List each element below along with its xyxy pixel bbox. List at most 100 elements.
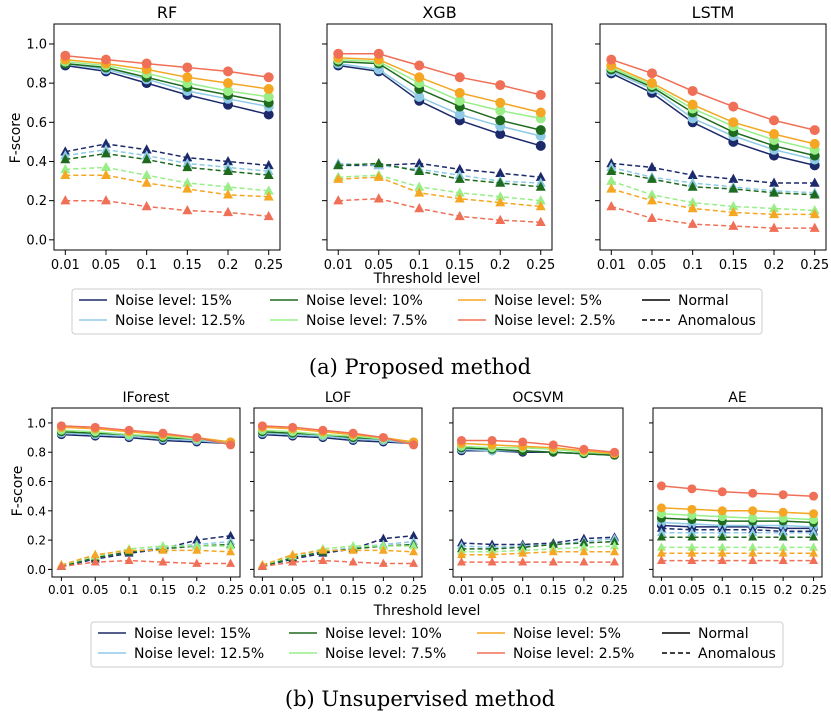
- series-line: [611, 70, 815, 161]
- data-point: [717, 532, 727, 541]
- data-point: [182, 177, 193, 187]
- data-point: [373, 171, 384, 181]
- legend-entry-noise-level-2-5: Noise level: 2.5%: [477, 646, 634, 662]
- data-point: [606, 54, 617, 65]
- series-line: [65, 174, 269, 198]
- series-line: [611, 162, 815, 184]
- x-tick-label: 0.2: [490, 258, 511, 273]
- series-line: [65, 54, 269, 79]
- data-point: [535, 107, 546, 118]
- data-point: [809, 208, 820, 219]
- y-tick-label: 0.4: [26, 155, 47, 170]
- series-noise-level-5-anomalous: [60, 169, 274, 201]
- data-point: [646, 161, 657, 172]
- series-noise-level-12-5-anomalous: [333, 157, 546, 187]
- panel-title: LOF: [325, 390, 351, 406]
- series-line: [61, 433, 231, 445]
- series-line: [65, 62, 269, 108]
- series-noise-level-2-5-anomalous: [56, 555, 236, 570]
- data-point: [656, 542, 666, 551]
- y-tick-label: 0.6: [26, 116, 47, 131]
- data-point: [141, 177, 152, 187]
- y-tick-label: 0.2: [26, 194, 47, 209]
- series-noise-level-12-5-anomalous: [656, 527, 819, 537]
- data-point: [687, 197, 698, 207]
- data-point: [409, 558, 419, 567]
- data-point: [687, 202, 698, 213]
- series-line: [65, 62, 269, 104]
- series-line: [338, 64, 542, 147]
- data-point: [518, 557, 528, 566]
- series-line: [61, 545, 231, 566]
- data-point: [487, 557, 497, 566]
- data-point: [728, 173, 739, 183]
- series-line: [611, 64, 815, 145]
- y-axis-label-b: F-score: [10, 466, 26, 517]
- data-point: [809, 542, 819, 551]
- x-tick-label: 0.05: [364, 258, 393, 273]
- data-point: [60, 169, 71, 179]
- panel-lof: LOF 0.01 0.05 0.1 0.15 0.2 0.25: [249, 390, 427, 597]
- data-point: [454, 193, 465, 203]
- series-line: [338, 162, 541, 184]
- series-noise-level-7-5-normal: [606, 62, 820, 155]
- data-point: [495, 177, 506, 187]
- data-point: [333, 48, 344, 59]
- series-noise-level-10-anomalous: [656, 532, 819, 541]
- data-point: [226, 546, 236, 556]
- data-point: [495, 115, 506, 126]
- data-point: [495, 97, 506, 108]
- legend-entry-noise-level-5: Noise level: 5%: [477, 626, 621, 642]
- data-point: [124, 545, 134, 554]
- data-point: [100, 169, 111, 179]
- legend-entry-noise-level-5: Noise level: 5%: [458, 293, 602, 309]
- series-line: [610, 72, 815, 167]
- data-point: [495, 129, 506, 140]
- x-tick-label: 0.05: [479, 583, 506, 597]
- data-point: [141, 58, 152, 69]
- data-point: [728, 201, 739, 211]
- legend-label: Noise level: 2.5%: [494, 313, 615, 329]
- series-noise-level-2-5-normal: [457, 436, 619, 457]
- data-point: [226, 541, 236, 550]
- panel-ae: AE 0.01 0.05 0.1 0.15 0.2 0.25: [648, 390, 827, 597]
- series-line: [61, 534, 231, 568]
- plot-frame: [599, 23, 827, 251]
- data-point: [809, 527, 819, 537]
- y-tick-label: 0.8: [26, 77, 47, 92]
- series-line: [338, 62, 541, 137]
- data-point: [257, 421, 267, 431]
- data-point: [226, 440, 236, 450]
- x-tick-label: 0.05: [279, 583, 306, 597]
- series-noise-level-10-anomalous: [606, 165, 820, 199]
- data-point: [409, 546, 419, 556]
- data-point: [414, 157, 425, 168]
- data-point: [223, 155, 234, 166]
- data-point: [495, 167, 506, 177]
- data-point: [318, 545, 328, 554]
- series-line: [338, 58, 541, 120]
- legend-a: Noise level: 15% Noise level: 12.5% Noise …: [71, 288, 763, 335]
- data-point: [687, 542, 697, 551]
- data-point: [809, 177, 820, 187]
- data-point: [778, 527, 788, 537]
- data-point: [378, 533, 388, 543]
- data-point: [610, 546, 619, 556]
- series-line: [61, 559, 231, 568]
- data-point: [454, 72, 465, 83]
- data-point: [687, 484, 697, 494]
- data-point: [414, 202, 425, 213]
- data-point: [778, 507, 788, 517]
- data-point: [90, 557, 100, 566]
- data-point: [748, 506, 758, 516]
- x-tick-label: 0.25: [800, 583, 827, 597]
- series-noise-level-10-anomalous: [333, 157, 546, 191]
- data-point: [226, 558, 236, 567]
- x-tick-label: 0.1: [136, 258, 157, 273]
- series-noise-level-5-normal: [606, 60, 820, 149]
- data-point: [495, 214, 506, 224]
- series-noise-level-5-normal: [656, 503, 819, 519]
- data-point: [409, 541, 419, 550]
- x-tick-label: 0.1: [313, 583, 332, 597]
- series-line: [338, 162, 541, 178]
